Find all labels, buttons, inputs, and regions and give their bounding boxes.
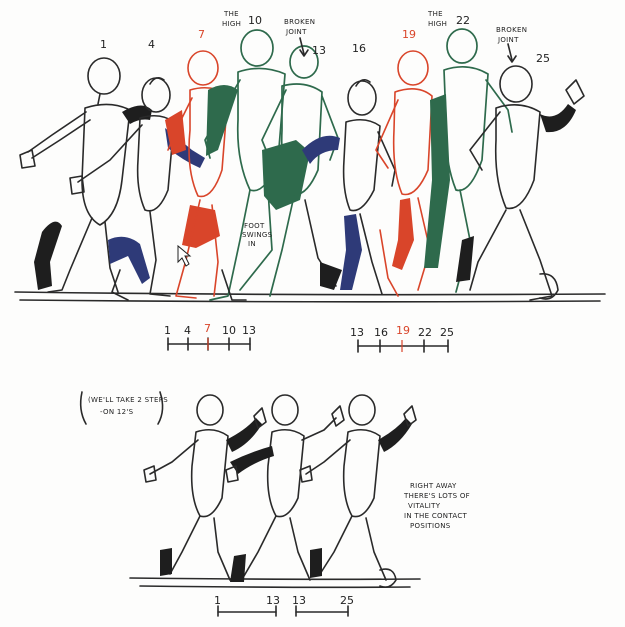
timing-tick-label: 13 bbox=[266, 594, 280, 607]
note-vitality-line4: IN THE CONTACT bbox=[404, 512, 468, 520]
note-two-steps: (WE'LL TAKE 2 STEPS bbox=[88, 396, 168, 404]
note-the-high-1: THE bbox=[223, 10, 239, 18]
bottom-figure-2 bbox=[225, 394, 345, 582]
ground-line-bottom bbox=[129, 577, 421, 589]
annotations-top: THE HIGH BROKEN JOINT THE HIGH BROKEN JO… bbox=[222, 10, 527, 248]
figure-frame-19 bbox=[375, 50, 433, 297]
note-broken-joint-1-line2: JOINT bbox=[285, 28, 307, 36]
timing-tick-label: 13 bbox=[350, 326, 364, 339]
bottom-figure-1 bbox=[143, 394, 267, 581]
note-broken-joint-1: BROKEN bbox=[284, 18, 315, 26]
frame-number-label: 1 bbox=[100, 38, 107, 51]
frame-number-label: 19 bbox=[402, 28, 416, 41]
note-foot-swings-in-line3: IN bbox=[248, 240, 256, 248]
figure-frame-13 bbox=[261, 45, 342, 297]
timing-tick-label: 22 bbox=[418, 326, 432, 339]
figure-frame-22 bbox=[424, 28, 513, 293]
timing-tick-label: 1 bbox=[164, 324, 171, 337]
arrow bbox=[299, 37, 305, 55]
bottom-figure-3 bbox=[299, 394, 417, 588]
frame-number-label: 10 bbox=[248, 14, 262, 27]
figure-frame-1 bbox=[19, 57, 152, 293]
timing-chart-left: 1 4 7 10 13 bbox=[164, 322, 256, 351]
timing-tick-label: 10 bbox=[222, 324, 236, 337]
note-the-high-2-line2: HIGH bbox=[428, 20, 447, 28]
bottom-note-right: RIGHT AWAY THERE'S LOTS OF VITALITY IN T… bbox=[403, 482, 470, 530]
note-broken-joint-2: BROKEN bbox=[496, 26, 527, 34]
note-vitality-line5: POSITIONS bbox=[410, 522, 451, 530]
frame-number-label: 7 bbox=[198, 28, 205, 41]
note-vitality-line3: VITALITY bbox=[408, 502, 441, 510]
frame-number-label: 4 bbox=[148, 38, 155, 51]
timing-tick-label: 1 bbox=[214, 594, 221, 607]
frame-number-label: 16 bbox=[352, 42, 366, 55]
bottom-note-bubble: (WE'LL TAKE 2 STEPS -ON 12'S bbox=[79, 391, 168, 425]
note-the-high-2: THE bbox=[427, 10, 443, 18]
figure-frame-7 bbox=[165, 50, 229, 299]
figure-frame-10 bbox=[204, 29, 286, 301]
note-foot-swings-in-line2: SWINGS bbox=[242, 231, 273, 239]
timing-tick-label: 4 bbox=[184, 324, 191, 337]
frame-number-label: 25 bbox=[536, 52, 550, 65]
figure-frame-16 bbox=[302, 78, 396, 295]
figure-frame-25 bbox=[456, 65, 585, 301]
timing-tick-label: 7 bbox=[204, 322, 211, 335]
ground-line-top bbox=[14, 291, 606, 303]
timing-chart-right: 13 16 19 22 25 bbox=[350, 324, 454, 353]
note-foot-swings-in: FOOT bbox=[244, 222, 265, 230]
timing-tick-label: 25 bbox=[340, 594, 354, 607]
timing-tick-label: 16 bbox=[374, 326, 388, 339]
frame-labels-top: 1 4 7 10 13 16 19 22 25 bbox=[100, 14, 550, 65]
timing-tick-label: 19 bbox=[396, 324, 410, 337]
note-vitality-line2: THERE'S LOTS OF bbox=[403, 492, 470, 500]
timing-tick-label: 25 bbox=[440, 326, 454, 339]
frame-number-label: 13 bbox=[312, 44, 326, 57]
timing-tick-label: 13 bbox=[242, 324, 256, 337]
note-vitality: RIGHT AWAY bbox=[410, 482, 457, 490]
frame-number-label: 22 bbox=[456, 14, 470, 27]
timing-chart-bottom: 1 13 13 25 bbox=[214, 594, 354, 617]
note-two-steps-line2: -ON 12'S bbox=[100, 408, 134, 416]
note-broken-joint-2-line2: JOINT bbox=[497, 36, 519, 44]
timing-tick-label: 13 bbox=[292, 594, 306, 607]
mouse-cursor-icon bbox=[177, 244, 192, 267]
note-the-high-1-line2: HIGH bbox=[222, 20, 241, 28]
